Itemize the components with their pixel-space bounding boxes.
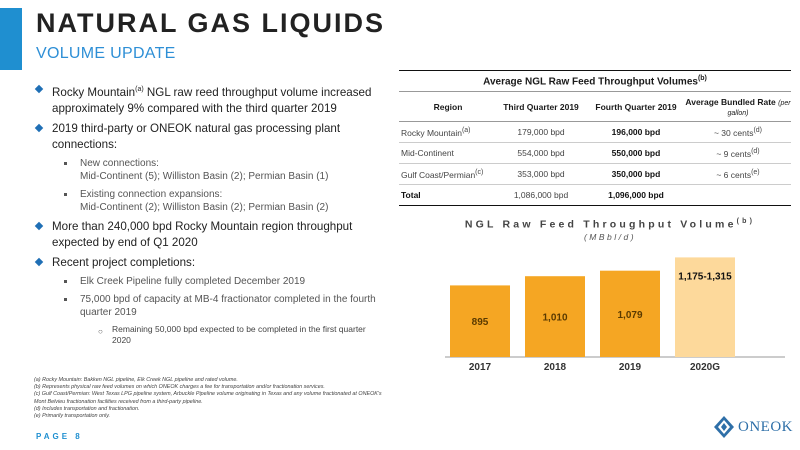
- bullet-throughput-expected: More than 240,000 bpd Rocky Mountain reg…: [34, 219, 384, 251]
- chart-title: NGL Raw Feed Throughput Volume(b): [464, 218, 756, 231]
- square-bullet-icon: [64, 297, 67, 301]
- square-bullet-icon: [64, 161, 67, 165]
- bullet-rocky-mountain: Rocky Mountain(a) NGL raw reed throughpu…: [34, 82, 384, 117]
- header-q4: Fourth Quarter 2019: [595, 101, 677, 112]
- bar-2019: [600, 270, 660, 357]
- footnote: (c) Gulf Coast/Permian: West Texas LPG p…: [34, 391, 382, 405]
- table-title: Average NGL Raw Feed Throughput Volumes(…: [399, 70, 791, 93]
- header-rate: Average Bundled Rate (per gallon): [685, 96, 791, 117]
- chart-svg: 895 2017 1,010 2018 1,079 2019 1,175-1,315 2020…: [445, 257, 785, 373]
- data-label: 895: [472, 317, 489, 328]
- throughput-table: Average NGL Raw Feed Throughput Volumes(…: [399, 70, 791, 207]
- sub-sub-bullet-remaining: ○ Remaining 50,000 bpd expected to be co…: [98, 323, 366, 345]
- footnotes: (a) Rocky Mountain: Bakken NGL pipeline,…: [34, 377, 394, 420]
- page-title: NATURAL GAS LIQUIDS: [36, 8, 386, 38]
- category-label: 2020G: [690, 362, 720, 373]
- bar-2020G: [675, 257, 735, 357]
- diamond-bullet-icon: [34, 257, 44, 267]
- bar-2017: [450, 285, 510, 357]
- footnote: (a) Rocky Mountain: Bakken NGL pipeline,…: [34, 377, 238, 383]
- footnote: (d) Includes transportation and fraction…: [34, 405, 140, 412]
- category-label: 2017: [469, 362, 492, 373]
- table-header-row: Region Third Quarter 2019 Fourth Quarter…: [399, 92, 791, 123]
- bullet-recent-projects: Recent project completions:: [34, 255, 384, 271]
- chart-subtitle: (MBbl/d): [583, 232, 637, 242]
- header-region: Region: [433, 101, 463, 112]
- category-label: 2019: [619, 362, 642, 373]
- sub-bullet-mb4: 75,000 bpd of capacity at MB-4 fractiona…: [34, 293, 384, 319]
- table-row: Rocky Mountain(a) 179,000 bpd 196,000 bp…: [399, 122, 791, 144]
- bar-2018: [525, 276, 585, 357]
- diamond-bullet-icon: [34, 84, 44, 94]
- accent-bar: [0, 8, 22, 70]
- diamond-bullet-icon: [34, 221, 44, 231]
- square-bullet-icon: [64, 192, 67, 196]
- sub-bullet-elk-creek: Elk Creek Pipeline fully completed Decem…: [34, 275, 384, 288]
- diamond-bullet-icon: [34, 123, 44, 133]
- logo-text: ONEOK: [738, 418, 793, 435]
- sub-bullet-new-connections: New connections: Mid-Continent (5); Will…: [34, 157, 384, 183]
- oneok-logo: ONEOK: [713, 415, 793, 439]
- table-row: Gulf Coast/Permian(c) 353,000 bpd 350,00…: [399, 164, 791, 186]
- footnote: (b) Represents physical raw feed volumes…: [34, 384, 325, 391]
- bullet-list: Rocky Mountain(a) NGL raw reed throughpu…: [34, 82, 384, 350]
- data-label: 1,175-1,315: [678, 271, 732, 282]
- oneok-logo-icon: [714, 416, 734, 438]
- table-row: Mid-Continent 554,000 bpd 550,000 bpd ~ …: [399, 143, 791, 165]
- throughput-bar-chart: 895 2017 1,010 2018 1,079 2019 1,175-1,315 2020…: [440, 245, 790, 375]
- header-q3: Third Quarter 2019: [503, 101, 579, 112]
- bullet-plant-connections: 2019 third-party or ONEOK natural gas pr…: [34, 121, 384, 153]
- data-label: 1,079: [617, 310, 642, 321]
- circle-bullet-icon: ○: [98, 326, 103, 336]
- square-bullet-icon: [64, 279, 67, 283]
- footnote: (e) Primarily transportation only.: [34, 413, 110, 420]
- data-label: 1,010: [542, 313, 567, 324]
- sub-bullet-existing-expansions: Existing connection expansions: Mid-Cont…: [34, 188, 384, 214]
- page-number: PAGE 8: [36, 432, 83, 441]
- page-subtitle: VOLUME UPDATE: [36, 45, 176, 62]
- table-total-row: Total 1,086,000 bpd 1,096,000 bpd: [399, 185, 791, 207]
- category-label: 2018: [544, 362, 567, 373]
